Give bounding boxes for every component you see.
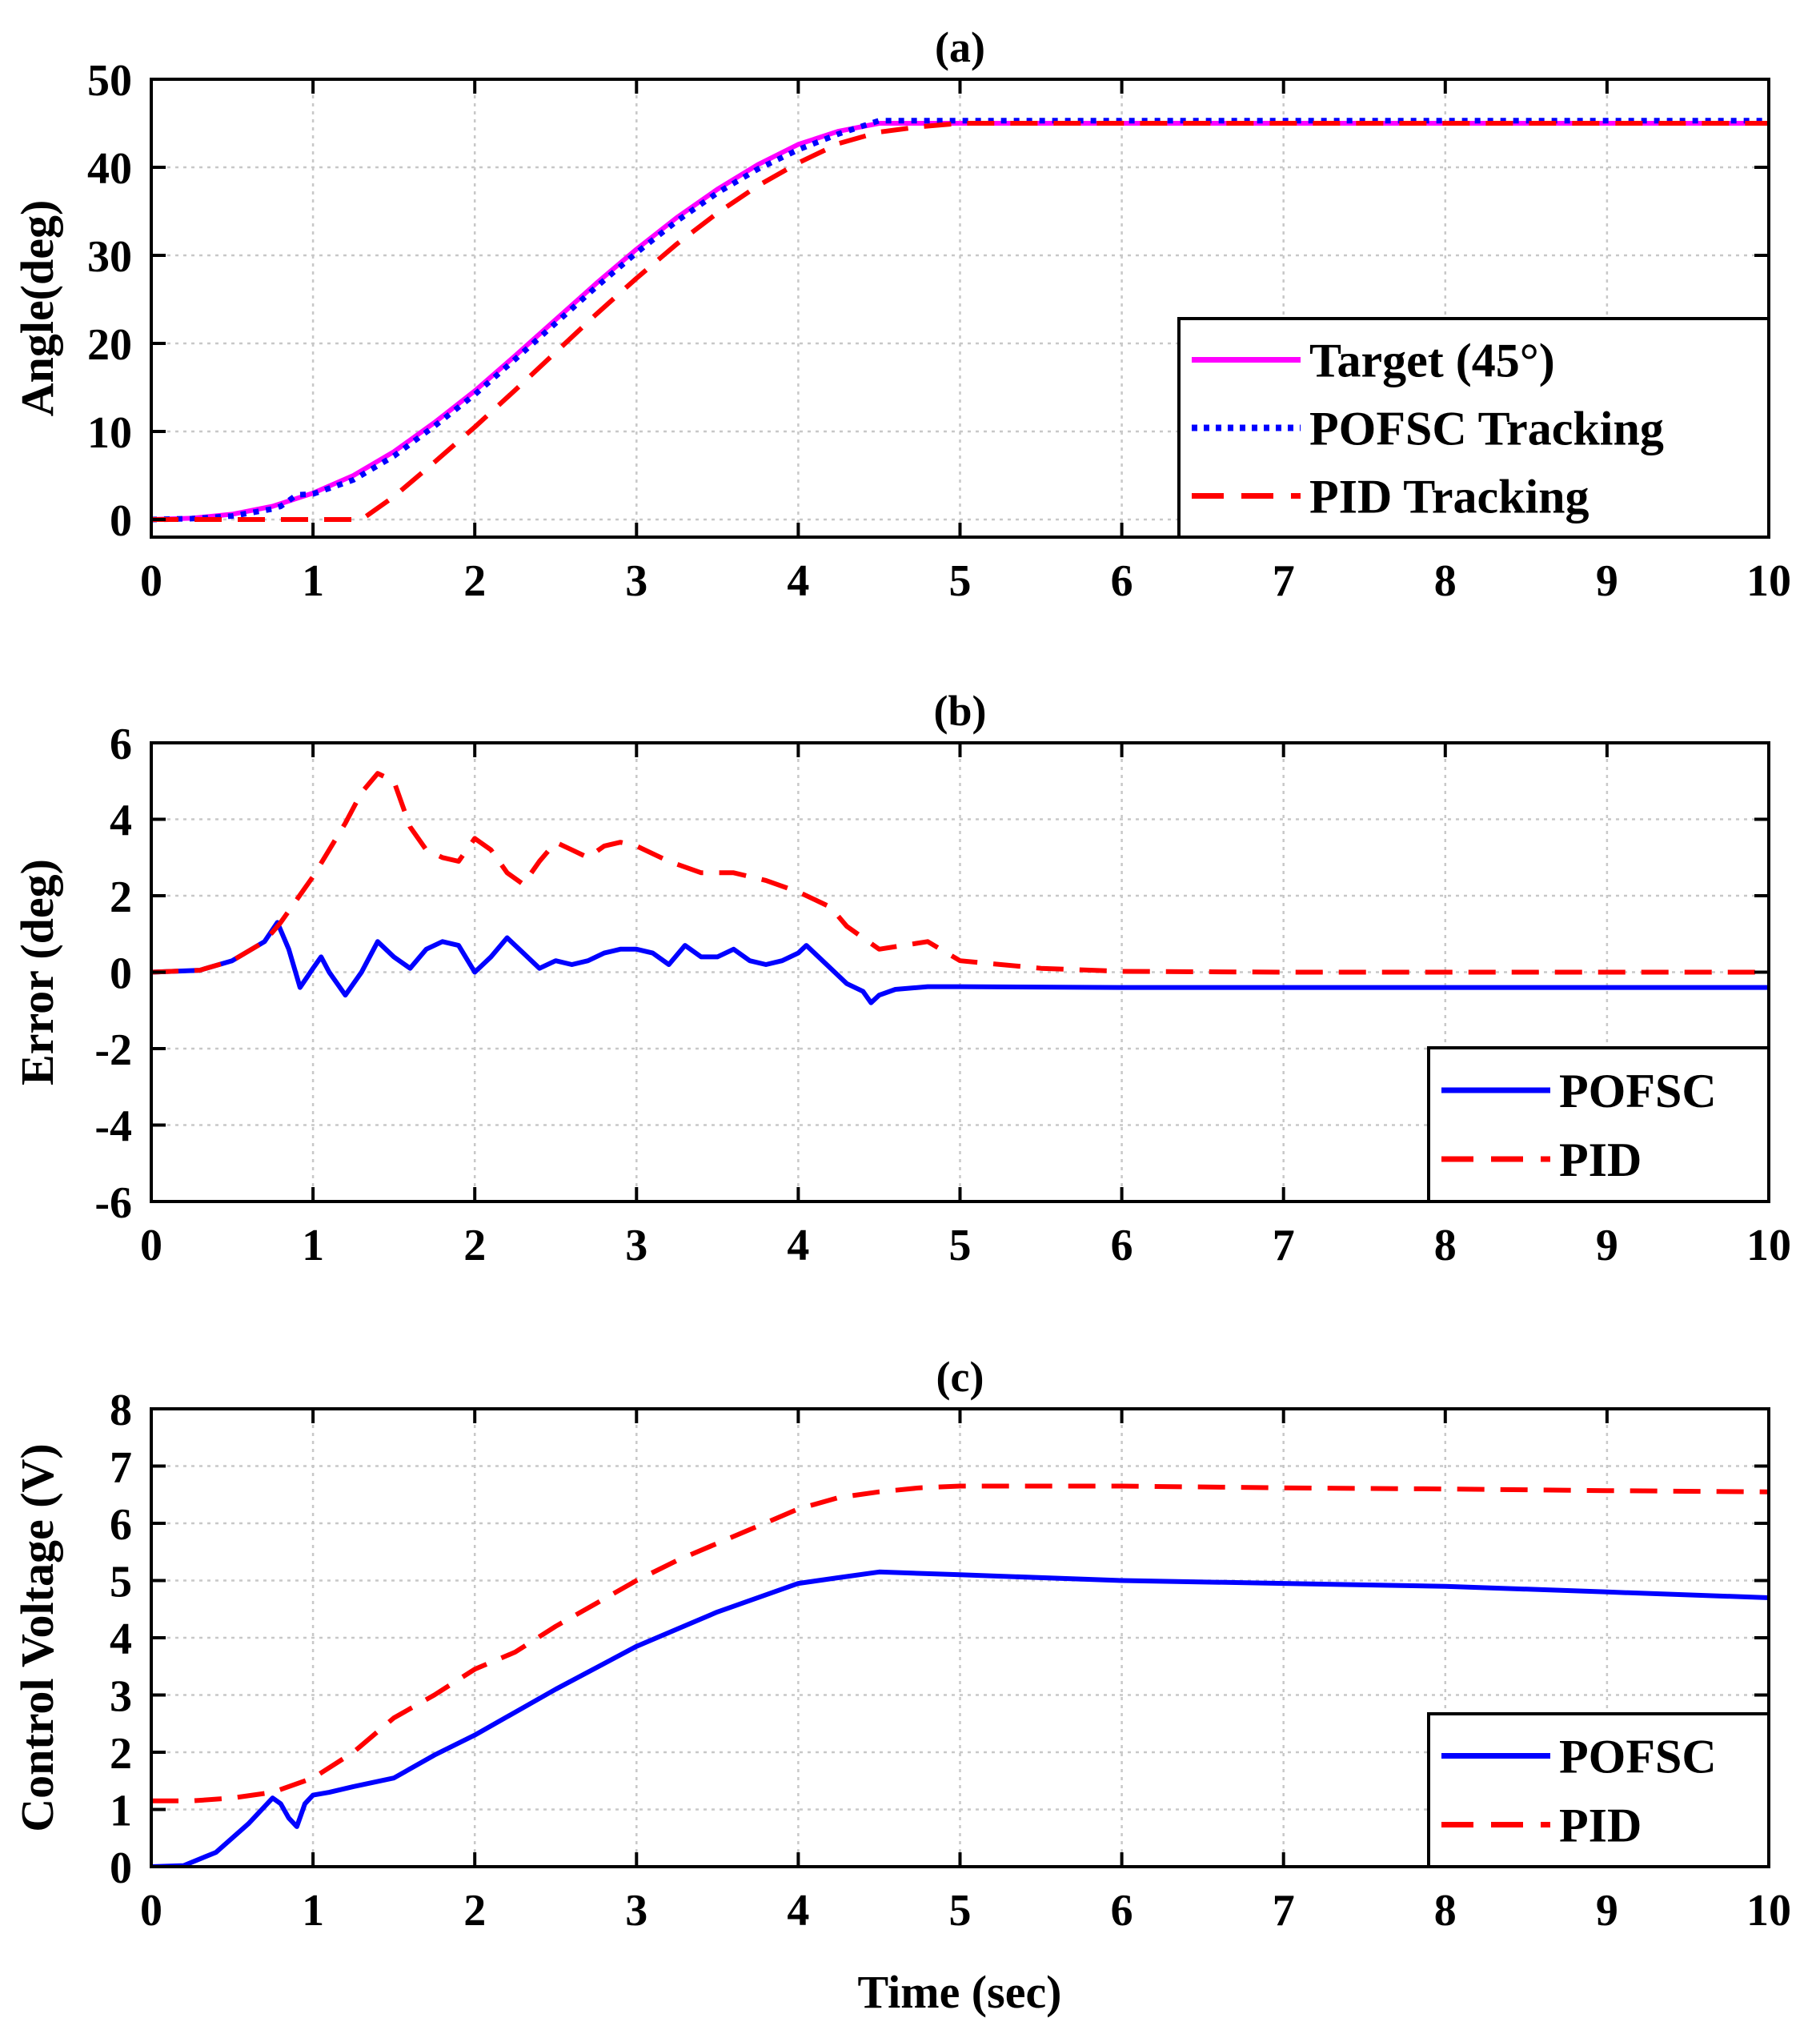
- y-tick-label: -6: [94, 1178, 132, 1228]
- x-tick-label: 0: [140, 1886, 162, 1936]
- x-tick-label: 10: [1746, 1886, 1791, 1936]
- legend: POFSC PID: [1427, 1712, 1770, 1868]
- x-tick-label: 1: [302, 556, 324, 606]
- x-tick-label: 5: [949, 556, 972, 606]
- y-tick-label: 20: [87, 320, 132, 370]
- series-line-pid: [151, 1483, 1769, 1803]
- x-tick-label: 1: [302, 1886, 324, 1936]
- y-tick-label: -2: [94, 1025, 132, 1075]
- legend-label: POFSC: [1559, 1065, 1717, 1117]
- legend: POFSC PID: [1427, 1046, 1770, 1203]
- series-group: [151, 1483, 1769, 1867]
- legend: Target (45°) POFSC Tracking PID Tracking: [1177, 317, 1770, 539]
- panel-b: 0 1 2 3 4 5 6 7 8 9 10 -6 -4 -2 0 2 4 6 (b) Error (deg) POFS…: [11, 687, 1791, 1270]
- y-tick-label: 4: [110, 796, 132, 846]
- legend-label: POFSC Tracking: [1309, 403, 1664, 455]
- x-tick-label: 7: [1273, 1221, 1295, 1270]
- y-tick-label: 0: [110, 496, 132, 546]
- x-tick-label: 2: [463, 1221, 486, 1270]
- series-group: [151, 771, 1769, 1005]
- series-group: [151, 118, 1769, 523]
- legend-label: PID: [1559, 1799, 1642, 1852]
- x-tick-label: 0: [140, 1221, 162, 1270]
- y-tick-label: 5: [110, 1558, 132, 1607]
- panel-title: (c): [936, 1353, 984, 1401]
- x-tick-label: 8: [1434, 1221, 1457, 1270]
- x-tick-label: 0: [140, 556, 162, 606]
- x-tick-label: 8: [1434, 556, 1457, 606]
- y-tick-label: 6: [110, 1500, 132, 1550]
- x-axis-label: Time (sec): [858, 1966, 1062, 2018]
- y-tick-label: 8: [110, 1386, 132, 1435]
- y-tick-label: 7: [110, 1443, 132, 1493]
- x-tick-label: 9: [1596, 1886, 1618, 1936]
- x-tick-label: 6: [1111, 556, 1133, 606]
- x-tick-label: 8: [1434, 1886, 1457, 1936]
- x-tick-label: 4: [787, 556, 809, 606]
- y-tick-label: 6: [110, 720, 132, 769]
- x-tick-label: 4: [787, 1221, 809, 1270]
- y-tick-label: 1: [110, 1787, 132, 1836]
- series-line-pid-tracking: [151, 121, 1769, 522]
- panel-title: (b): [934, 687, 987, 735]
- x-tick-label: 3: [625, 1221, 647, 1270]
- x-tick-label: 2: [463, 556, 486, 606]
- y-tick-label: 0: [110, 949, 132, 999]
- x-tick-label: 9: [1596, 1221, 1618, 1270]
- x-tick-label: 5: [949, 1886, 972, 1936]
- y-tick-label: 50: [87, 56, 132, 106]
- y-tick-label: 40: [87, 144, 132, 194]
- y-tick-label: 30: [87, 232, 132, 282]
- series-line-pofsc: [151, 1569, 1769, 1867]
- legend-label: Target (45°): [1309, 335, 1555, 387]
- legend-box: [1427, 1712, 1770, 1868]
- legend-box: [1427, 1046, 1770, 1203]
- x-tick-label: 7: [1273, 556, 1295, 606]
- x-tick-label: 4: [787, 1886, 809, 1936]
- legend-label: PID: [1559, 1133, 1642, 1186]
- series-line-pofsc-tracking: [151, 118, 1769, 523]
- y-tick-label: 2: [110, 1729, 132, 1779]
- legend-label: PID Tracking: [1309, 471, 1589, 524]
- y-tick-label: -4: [94, 1102, 132, 1152]
- y-tick-label: 2: [110, 873, 132, 922]
- series-line-pid: [151, 771, 1769, 975]
- y-axis-label: Error (deg): [11, 859, 63, 1085]
- y-axis-label: Control Voltage (V): [11, 1443, 63, 1831]
- y-tick-label: 4: [110, 1615, 132, 1664]
- y-tick-label: 10: [87, 408, 132, 458]
- x-tick-label: 6: [1111, 1886, 1133, 1936]
- panel-c: 0 1 2 3 4 5 6 7 8 9 10 0 1 2 3 4 5 6 7 8 (c) Control Voltage …: [11, 1353, 1791, 1936]
- x-tick-label: 2: [463, 1886, 486, 1936]
- y-tick-label: 3: [110, 1672, 132, 1722]
- y-axis-label: Angle(deg): [11, 200, 63, 417]
- series-line-pofsc: [151, 920, 1769, 1005]
- x-tick-label: 10: [1746, 1221, 1791, 1270]
- x-tick-label: 10: [1746, 556, 1791, 606]
- x-tick-label: 5: [949, 1221, 972, 1270]
- x-tick-label: 6: [1111, 1221, 1133, 1270]
- panel-title: (a): [935, 23, 985, 71]
- x-tick-label: 1: [302, 1221, 324, 1270]
- legend-label: POFSC: [1559, 1731, 1717, 1783]
- panel-a: 0 1 2 3 4 5 6 7 8 9 10 0 10 20 30 40 50 (a) Angle(deg) Targ…: [11, 23, 1791, 606]
- x-tick-label: 7: [1273, 1886, 1295, 1936]
- x-tick-label: 3: [625, 1886, 647, 1936]
- x-tick-label: 9: [1596, 556, 1618, 606]
- x-tick-label: 3: [625, 556, 647, 606]
- y-tick-label: 0: [110, 1843, 132, 1893]
